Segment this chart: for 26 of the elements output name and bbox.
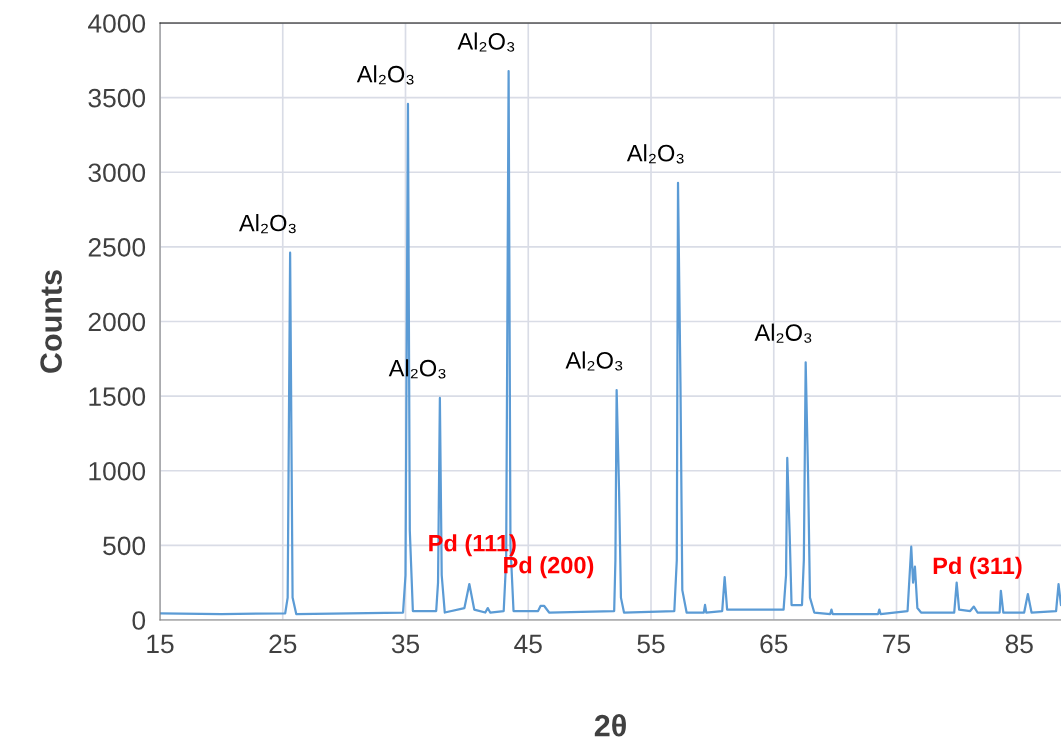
x-tick-label: 65 bbox=[760, 634, 788, 654]
y-tick-label: 500 bbox=[103, 536, 146, 556]
x-tick-label: 75 bbox=[883, 634, 911, 654]
y-tick-label: 1000 bbox=[89, 461, 146, 481]
x-axis-title: 2θ bbox=[594, 714, 626, 737]
x-tick-label: 85 bbox=[1005, 634, 1033, 654]
y-tick-label: 2000 bbox=[88, 312, 146, 332]
x-tick-label: 25 bbox=[269, 634, 297, 654]
annotation: Al₂O₃ bbox=[626, 144, 684, 164]
y-tick-label: 3000 bbox=[88, 163, 146, 183]
y-tick-label: 1500 bbox=[89, 387, 146, 406]
annotation: Al₂O₃ bbox=[457, 32, 515, 52]
x-tick-label: 55 bbox=[637, 634, 665, 654]
y-tick-label: 0 bbox=[132, 611, 146, 630]
y-tick-label: 3500 bbox=[88, 88, 146, 108]
x-tick-label: 15 bbox=[147, 634, 174, 654]
annotation: Al₂O₃ bbox=[238, 214, 296, 234]
annotation: Al₂O₃ bbox=[754, 323, 812, 343]
x-tick-label: 35 bbox=[391, 634, 420, 654]
annotation: Pd (311) bbox=[933, 556, 1022, 579]
annotation: Al₂O₃ bbox=[565, 351, 623, 371]
y-tick-label: 4000 bbox=[88, 14, 146, 33]
y-axis-title: Counts bbox=[40, 270, 62, 373]
y-tick-label: 2500 bbox=[88, 238, 146, 257]
x-tick-label: 45 bbox=[514, 634, 542, 654]
annotation: Al₂O₃ bbox=[356, 65, 414, 85]
